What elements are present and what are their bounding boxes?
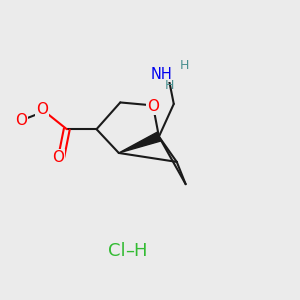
Text: O: O	[16, 113, 28, 128]
Text: O: O	[147, 99, 159, 114]
Text: O: O	[36, 102, 48, 117]
Text: H: H	[165, 79, 174, 92]
Polygon shape	[119, 132, 161, 153]
Text: O: O	[52, 150, 64, 165]
Text: O: O	[14, 113, 26, 128]
Text: H: H	[179, 59, 189, 72]
Text: Cl: Cl	[109, 242, 126, 260]
Text: –H: –H	[125, 242, 148, 260]
Text: NH: NH	[150, 67, 172, 82]
